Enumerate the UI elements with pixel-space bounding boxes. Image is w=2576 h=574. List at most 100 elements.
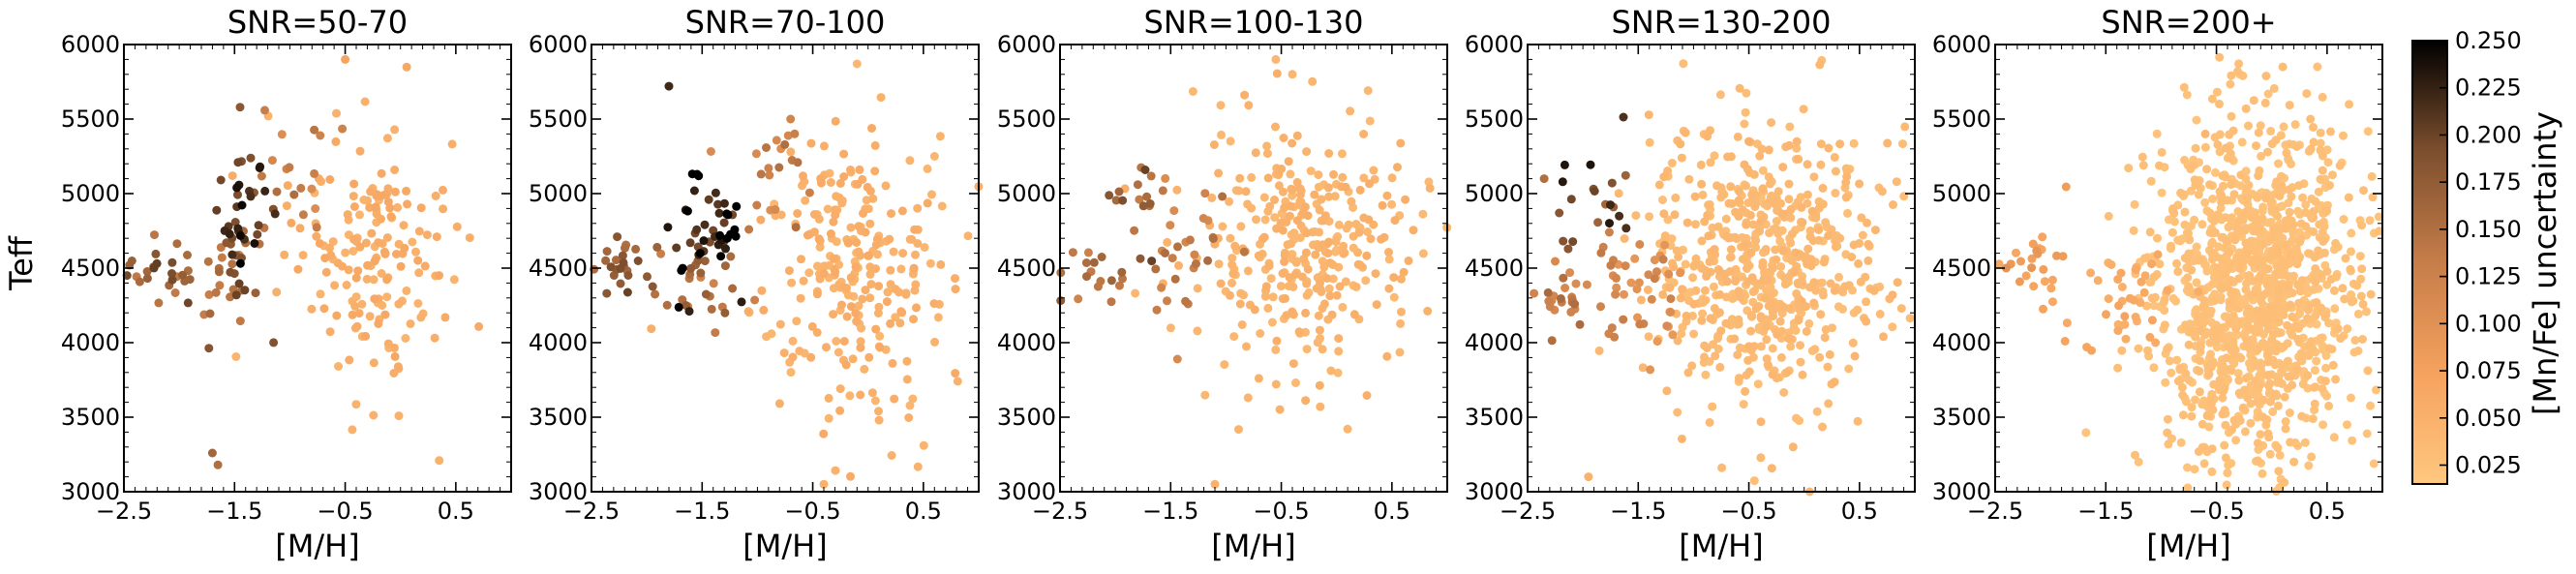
scatter-point xyxy=(2167,241,2175,251)
scatter-point xyxy=(2310,399,2319,408)
scatter-point xyxy=(2270,205,2280,215)
scatter-point xyxy=(2167,368,2176,378)
scatter-point xyxy=(2331,238,2341,248)
scatter-point xyxy=(704,195,713,204)
y-tick-label: 3500 xyxy=(997,404,1056,431)
scatter-point xyxy=(2093,276,2103,286)
scatter-point xyxy=(1843,208,1852,218)
scatter-point xyxy=(341,54,350,64)
scatter-point xyxy=(1688,273,1698,283)
scatter-point xyxy=(1382,191,1392,200)
scatter-point xyxy=(349,202,359,211)
x-tick-label: −1.5 xyxy=(674,498,730,525)
scatter-point xyxy=(1682,218,1692,227)
scatter-point xyxy=(2326,127,2335,136)
scatter-point xyxy=(2232,303,2241,313)
scatter-point xyxy=(390,166,400,174)
scatter-point xyxy=(1409,226,1418,235)
scatter-point xyxy=(2284,282,2293,291)
scatter-point xyxy=(1652,267,1661,277)
scatter-point xyxy=(282,201,291,211)
scatter-point xyxy=(837,300,846,310)
scatter-point xyxy=(2304,305,2314,315)
y-tick-label: 5500 xyxy=(61,106,120,133)
scatter-point xyxy=(2312,356,2321,366)
scatter-point xyxy=(930,337,939,347)
scatter-point xyxy=(2249,227,2258,236)
scatter-point xyxy=(898,249,908,258)
scatter-point xyxy=(1395,347,1405,357)
scatter-point xyxy=(1794,154,1803,164)
scatter-point xyxy=(1289,228,1299,238)
scatter-point xyxy=(622,287,632,297)
scatter-point xyxy=(2199,459,2209,468)
scatter-point xyxy=(797,255,805,264)
scatter-point xyxy=(1633,313,1642,322)
scatter-point xyxy=(2253,313,2262,322)
scatter-point xyxy=(1277,165,1287,173)
scatter-point xyxy=(1756,217,1766,227)
scatter-point xyxy=(2104,211,2113,221)
scatter-point xyxy=(874,407,883,416)
scatter-point xyxy=(874,302,884,312)
scatter-point xyxy=(842,312,852,321)
scatter-point xyxy=(2267,197,2277,207)
scatter-point xyxy=(2194,190,2203,199)
scatter-point xyxy=(2310,366,2319,376)
scatter-point xyxy=(1734,287,1743,296)
scatter-point xyxy=(204,289,214,299)
x-tick-label: −0.5 xyxy=(1253,498,1309,525)
scatter-point xyxy=(1563,244,1573,254)
scatter-point xyxy=(1809,172,1819,182)
scatter-point xyxy=(1547,336,1557,346)
scatter-point xyxy=(936,259,946,269)
scatter-point xyxy=(756,215,766,225)
scatter-point xyxy=(902,356,912,366)
scatter-point xyxy=(2147,293,2157,303)
scatter-point xyxy=(1700,352,1709,362)
scatter-point xyxy=(1713,345,1723,353)
scatter-point xyxy=(2199,317,2208,327)
scatter-point xyxy=(1654,180,1664,190)
scatter-point xyxy=(1716,326,1726,336)
scatter-point xyxy=(1735,343,1744,352)
scatter-point xyxy=(855,165,864,174)
scatter-point xyxy=(250,239,259,248)
scatter-point xyxy=(1652,337,1662,347)
scatter-point xyxy=(616,263,625,273)
scatter-point xyxy=(1877,187,1887,196)
scatter-point xyxy=(1302,345,1312,354)
scatter-point xyxy=(1705,418,1714,427)
scatter-point xyxy=(2222,353,2231,363)
y-tick-label: 6000 xyxy=(997,31,1056,58)
y-tick-label: 3000 xyxy=(1932,478,1991,505)
scatter-point xyxy=(1700,286,1710,295)
scatter-point xyxy=(1229,332,1239,342)
scatter-point xyxy=(2353,309,2363,318)
scatter-point xyxy=(413,256,423,265)
scatter-point xyxy=(295,224,305,233)
scatter-point xyxy=(348,425,357,435)
scatter-point xyxy=(235,103,245,112)
scatter-point xyxy=(402,186,411,196)
scatter-point xyxy=(1717,187,1727,196)
scatter-point xyxy=(2217,368,2226,378)
scatter-point xyxy=(1636,295,1646,305)
scatter-point xyxy=(2316,138,2325,148)
colorbar-tick-label: 0.200 xyxy=(2455,121,2522,148)
scatter-point xyxy=(1788,442,1798,452)
scatter-point xyxy=(2346,264,2355,274)
scatter-point xyxy=(935,132,945,141)
scatter-point xyxy=(1782,368,1792,378)
scatter-point xyxy=(612,256,621,265)
scatter-point xyxy=(1762,321,1771,331)
scatter-point xyxy=(1825,349,1834,359)
scatter-point xyxy=(2113,363,2123,373)
scatter-point xyxy=(2236,353,2246,363)
scatter-point xyxy=(1854,258,1864,268)
scatter-point xyxy=(897,308,907,317)
y-tick-label: 6000 xyxy=(529,31,588,58)
scatter-point xyxy=(1730,232,1740,242)
scatter-point xyxy=(1696,160,1706,169)
scatter-point xyxy=(332,311,342,320)
